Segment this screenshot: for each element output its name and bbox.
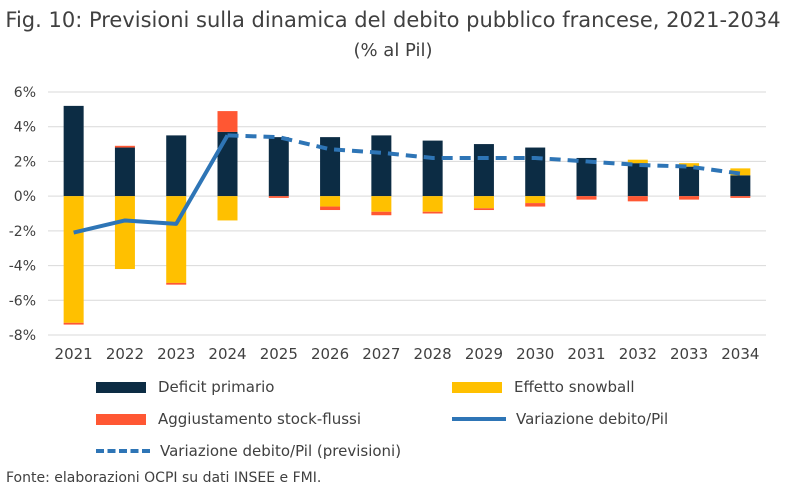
x-tick-label: 2022 <box>106 345 144 363</box>
x-tick-label: 2030 <box>516 345 554 363</box>
bar-deficit <box>422 140 443 197</box>
x-tick-label: 2025 <box>260 345 298 363</box>
x-tick-label: 2021 <box>55 345 93 363</box>
bar-snowball <box>730 168 751 176</box>
x-tick-label: 2023 <box>157 345 195 363</box>
x-tick-label: 2031 <box>567 345 605 363</box>
bar-deficit <box>525 147 546 197</box>
legend-swatch-stock <box>96 413 146 425</box>
bar-deficit <box>166 135 187 197</box>
series-line-actual <box>73 134 230 235</box>
bar-deficit <box>576 157 597 197</box>
bar-deficit <box>473 144 494 197</box>
bar-snowball <box>473 196 494 209</box>
bar-stock <box>268 196 289 198</box>
y-tick-label: 2% <box>14 154 36 170</box>
bar-snowball <box>525 196 546 204</box>
legend-item-deficit: Deficit primario <box>96 376 274 398</box>
legend-swatch-dashed <box>96 449 150 453</box>
bar-deficit <box>320 137 341 197</box>
bar-stock <box>679 196 700 200</box>
legend-swatch-line <box>452 417 506 421</box>
bar-deficit <box>217 131 238 197</box>
x-tick-label: 2029 <box>465 345 503 363</box>
legend-item-stock: Aggiustamento stock-flussi <box>96 408 361 430</box>
bar-snowball <box>371 196 392 212</box>
y-tick-label: 4% <box>14 120 36 136</box>
chart-subtitle: (% al Pil) <box>353 40 433 61</box>
bar-stock <box>114 145 135 148</box>
bar-snowball <box>320 196 341 207</box>
legend-item-snowball: Effetto snowball <box>452 376 635 398</box>
legend-label-stock: Aggiustamento stock-flussi <box>158 410 362 428</box>
bar-snowball <box>679 163 700 167</box>
bar-deficit <box>679 166 700 197</box>
bar-stock <box>473 208 494 211</box>
y-tick-label: 0% <box>14 189 36 205</box>
bar-snowball <box>217 196 238 221</box>
y-tick-label: -4% <box>9 259 36 275</box>
y-tick-label: -6% <box>9 293 36 309</box>
legend-swatch-deficit <box>96 381 146 393</box>
legend-label-dashed: Variazione debito/Pil (previsioni) <box>160 442 402 460</box>
bar-deficit <box>63 105 84 197</box>
bar-snowball <box>422 196 443 212</box>
bar-stock <box>166 282 187 285</box>
bar-deficit <box>627 163 648 197</box>
bar-stock <box>525 203 546 207</box>
x-tick-label: 2024 <box>208 345 246 363</box>
chart-title: Fig. 10: Previsioni sulla dinamica del d… <box>5 8 781 32</box>
bar-deficit <box>371 135 392 197</box>
chart-plot: -8% -6% -4% -2% 0% 2% 4% 6% 2021 2022 2023 2024 2025… <box>9 85 766 363</box>
series-line-forecast <box>227 133 741 176</box>
bar-stock <box>627 196 648 202</box>
legend-item-dashed: Variazione debito/Pil (previsioni) <box>96 440 401 462</box>
x-tick-label: 2026 <box>311 345 349 363</box>
legend-item-line: Variazione debito/Pil <box>452 408 668 430</box>
x-tick-label: 2033 <box>670 345 708 363</box>
bar-stock <box>371 211 392 216</box>
x-tick-label: 2034 <box>721 345 759 363</box>
y-tick-label: 6% <box>14 85 36 101</box>
bar-snowball <box>63 196 84 323</box>
bar-snowball <box>627 159 648 164</box>
bar-stock <box>730 196 751 198</box>
y-tick-label: -2% <box>9 224 36 240</box>
legend-label-line: Variazione debito/Pil <box>516 410 669 428</box>
source-note: Fonte: elaborazioni OCPI su dati INSEE e… <box>6 470 322 486</box>
x-tick-label: 2027 <box>362 345 400 363</box>
bar-deficit <box>730 175 751 197</box>
bar-stock <box>217 111 238 132</box>
legend-swatch-snowball <box>452 381 502 393</box>
bar-deficit <box>114 147 135 197</box>
y-tick-label: -8% <box>9 328 36 344</box>
x-tick-label: 2028 <box>414 345 452 363</box>
bar-stock <box>63 322 84 325</box>
bar-stock <box>576 196 597 200</box>
bar-stock <box>422 211 443 214</box>
legend-label-deficit: Deficit primario <box>158 378 275 396</box>
bar-snowball <box>114 196 135 270</box>
x-tick-label: 2032 <box>619 345 657 363</box>
bar-stock <box>320 206 341 211</box>
bar-deficit <box>268 137 289 197</box>
legend-label-snowball: Effetto snowball <box>514 378 635 396</box>
